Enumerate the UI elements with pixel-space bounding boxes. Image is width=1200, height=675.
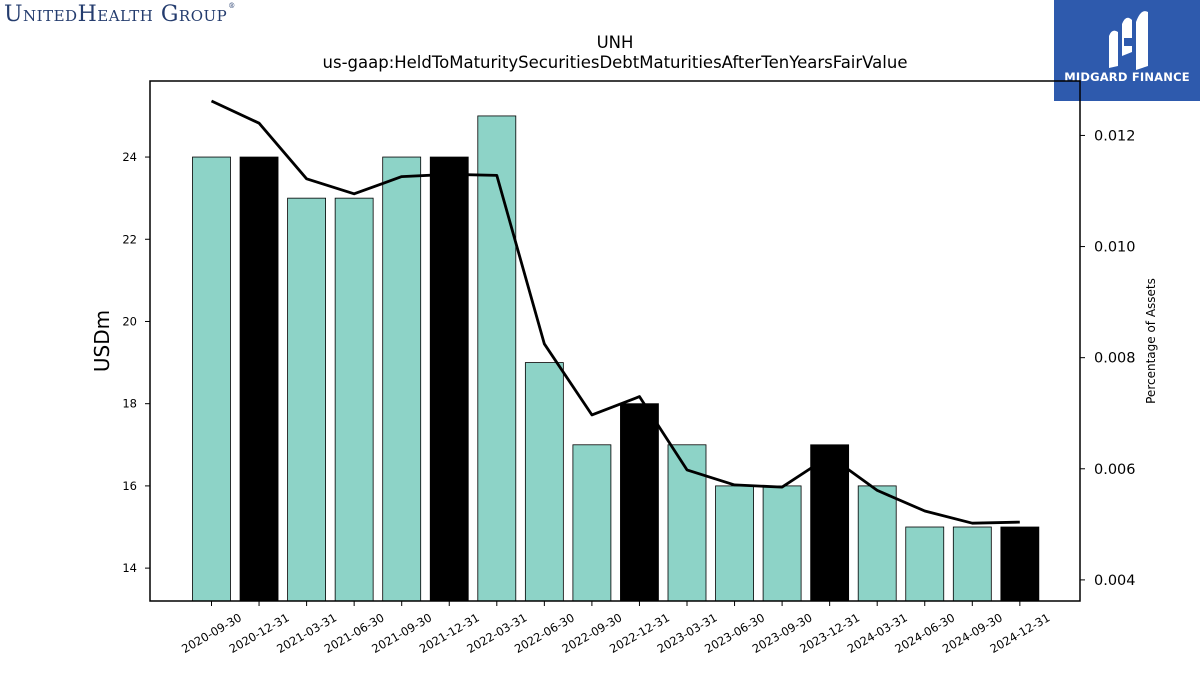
bar-2024-09-30: [952, 526, 992, 602]
unitedhealth-logo-text: UnitedHealth Group: [4, 2, 228, 27]
y2-axis: 0.004 0.006 0.008 0.010 0.012: [1080, 128, 1136, 589]
bar-2021-03-31: [287, 197, 327, 602]
midgard-finance-logo: MIDGARD FINANCE: [1054, 0, 1200, 101]
line-percentage-of-assets: [210, 99, 1020, 525]
plot-frame: [149, 80, 1081, 602]
y2-tick-label: 0.010: [1094, 240, 1136, 256]
bar-2022-03-31: [477, 115, 517, 602]
bar-2022-12-31: [620, 403, 659, 602]
y-tick-label: 24: [122, 150, 137, 164]
y2-axis-label: Percentage of Assets: [1144, 278, 1158, 404]
bar-2023-09-30: [762, 485, 802, 602]
bar-2022-06-30: [524, 362, 564, 602]
y-axis: 14 16 18 20 22 24: [122, 150, 150, 575]
x-axis: 2020-09-302020-12-312021-03-312021-06-30…: [179, 601, 1052, 656]
y-tick-label: 14: [122, 561, 137, 575]
bar-2020-09-30: [192, 156, 231, 602]
bar-2022-09-30: [572, 444, 612, 602]
y-tick-label: 22: [122, 232, 137, 246]
midgard-emblem-icon: [1109, 11, 1148, 70]
unitedhealth-logo: UnitedHealth Group®: [4, 2, 236, 27]
bar-2023-12-31: [810, 444, 850, 602]
y2-tick-label: 0.006: [1094, 462, 1136, 478]
chart-subtitle: us-gaap:HeldToMaturitySecuritiesDebtMatu…: [323, 53, 908, 72]
chart-title: UNH: [597, 33, 634, 52]
bar-series: [192, 115, 1040, 602]
y-tick-label: 16: [122, 479, 137, 493]
bar-2024-12-31: [1000, 526, 1040, 602]
y-tick-label: 20: [122, 314, 137, 328]
trademark-mark: ®: [228, 2, 236, 10]
bar-2023-06-30: [715, 485, 754, 602]
bar-2021-09-30: [382, 156, 422, 602]
line-series: [210, 99, 1020, 525]
bar-2024-06-30: [905, 526, 945, 602]
y2-tick-label: 0.008: [1094, 351, 1136, 367]
y2-tick-label: 0.012: [1094, 128, 1136, 144]
midgard-finance-text: MIDGARD FINANCE: [1064, 70, 1190, 84]
y-tick-label: 18: [122, 397, 137, 411]
bar-2021-06-30: [334, 197, 374, 602]
y-axis-label: USDm: [90, 310, 114, 372]
bar-2020-12-31: [239, 156, 279, 602]
y2-tick-label: 0.004: [1094, 573, 1136, 589]
bar-2024-03-31: [857, 485, 897, 602]
bar-2021-12-31: [429, 156, 469, 602]
